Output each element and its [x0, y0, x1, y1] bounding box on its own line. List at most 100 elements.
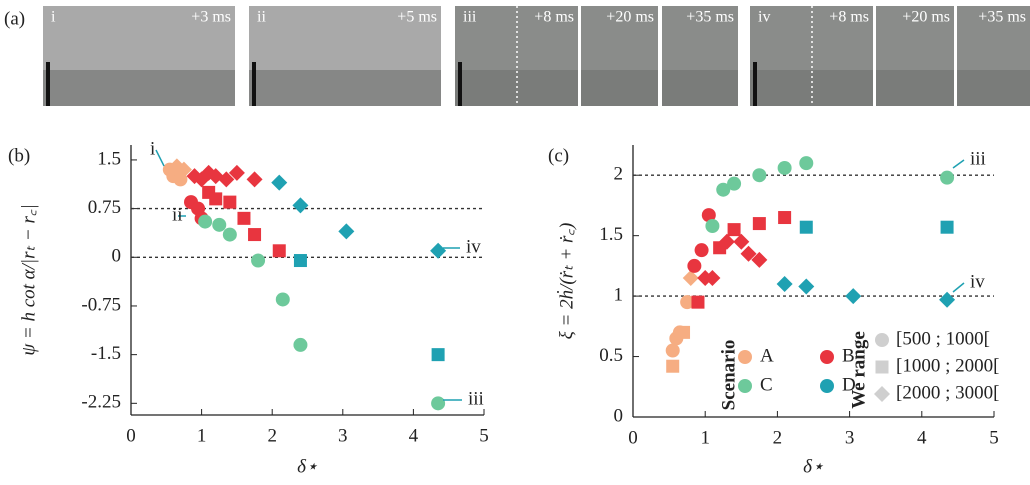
frame-time: +8 ms [829, 9, 869, 26]
x-tick-label: 1 [700, 427, 710, 448]
y-tick-label: 0 [112, 246, 122, 267]
circle-point [705, 219, 719, 233]
frame-time: +35 ms [978, 9, 1026, 26]
x-tick-label: 3 [338, 425, 348, 446]
shape-legend-swatch [875, 333, 889, 347]
square-point [209, 192, 222, 205]
square-point [273, 244, 286, 257]
square-point [237, 212, 250, 225]
square-point [294, 254, 307, 267]
circle-point [752, 168, 766, 182]
scale-bar [252, 62, 256, 106]
x-tick-label: 1 [197, 425, 207, 446]
frame-roman: i [51, 9, 56, 26]
shape-legend-swatch [876, 361, 889, 374]
square-point [691, 296, 704, 309]
circle-point [799, 156, 813, 170]
diamond-point [798, 278, 814, 294]
diamond-point [292, 197, 308, 213]
circle-point [687, 259, 701, 273]
figure: (a)i+3 msii+5 msiii+8 ms+20 ms+35 msiv+8… [0, 0, 1030, 485]
square-point [223, 196, 236, 209]
x-tick-label: 0 [628, 427, 638, 448]
legend-title: Scenario [718, 340, 739, 411]
annotation: iii [970, 148, 986, 169]
diamond-point [939, 292, 955, 308]
y-tick-label: 1.5 [97, 148, 121, 169]
x-axis-label: δ⋆ [297, 456, 318, 477]
photo-shadow [249, 70, 441, 106]
x-tick-label: 5 [989, 427, 999, 448]
diamond-point [845, 288, 861, 304]
circle-point [940, 171, 954, 185]
circle-point [293, 338, 307, 352]
annotation-leader [953, 160, 964, 168]
circle-point [778, 161, 792, 175]
shape-legend-label: [500 ; 1000[ [896, 328, 990, 349]
square-point [666, 360, 679, 373]
photo-shadow [876, 70, 954, 106]
photo-shadow [662, 70, 738, 106]
legend-swatch [820, 379, 834, 393]
annotation-leader [953, 283, 964, 292]
annotation: iii [468, 388, 484, 409]
annotation: iv [970, 271, 985, 292]
diamond-point [777, 276, 793, 292]
shape-legend-label: [1000 ; 2000[ [896, 355, 999, 376]
x-axis-label: δ⋆ [803, 456, 824, 477]
circle-point [251, 254, 265, 268]
circle-point [695, 243, 709, 257]
photo-shadow [43, 70, 235, 106]
x-tick-label: 3 [845, 427, 855, 448]
square-point [432, 348, 445, 361]
frame-time: +3 ms [191, 9, 231, 26]
diamond-point [430, 243, 446, 259]
frame-roman: iii [463, 9, 477, 26]
x-tick-label: 2 [773, 427, 783, 448]
y-tick-label: 0.75 [88, 197, 121, 218]
y-tick-label: 0.5 [599, 345, 623, 366]
shape-legend-label: [2000 ; 3000[ [896, 382, 999, 403]
legend-swatch [738, 350, 752, 364]
y-tick-label: 1 [614, 284, 624, 305]
x-tick-label: 4 [409, 425, 419, 446]
square-point [248, 228, 261, 241]
x-tick-label: 0 [126, 425, 136, 446]
square-point [941, 221, 954, 234]
square-point [778, 211, 791, 224]
shape-legend-title: We range [848, 331, 869, 409]
frame-roman: ii [257, 9, 266, 26]
y-tick-label: -0.75 [81, 294, 121, 315]
square-point [753, 217, 766, 230]
y-tick-label: 1.5 [599, 224, 623, 245]
circle-point [276, 292, 290, 306]
panel-label: (c) [548, 145, 569, 166]
panel-label: (b) [8, 145, 30, 166]
legend-label: A [760, 345, 774, 366]
scale-bar [753, 62, 757, 106]
scale-bar [46, 62, 50, 106]
scale-bar [458, 62, 462, 106]
square-point [677, 326, 690, 339]
square-point [800, 221, 813, 234]
y-tick-label: -1.5 [91, 343, 121, 364]
legend-swatch [820, 350, 834, 364]
frame-time: +5 ms [397, 9, 437, 26]
annotation-leader [156, 150, 164, 166]
photo-shadow [581, 70, 658, 106]
annotation: ii [172, 204, 183, 225]
photo-shadow [957, 70, 1030, 106]
shape-legend-swatch [874, 386, 890, 402]
annotation: i [150, 138, 155, 159]
y-axis-label: ψ = h cot α/|rₜ − r꜀| [18, 204, 39, 355]
frame-time: +20 ms [902, 9, 950, 26]
circle-point [212, 218, 226, 232]
square-point [728, 223, 741, 236]
y-axis-label: ξ = 2ḣ/(ṙₜ + ṙ꜀) [556, 223, 577, 340]
circle-point [198, 215, 212, 229]
legend-swatch [738, 379, 752, 393]
legend-label: C [760, 374, 773, 395]
frame-time: +20 ms [606, 9, 654, 26]
x-tick-label: 4 [917, 427, 927, 448]
panel-label: (a) [4, 8, 25, 29]
